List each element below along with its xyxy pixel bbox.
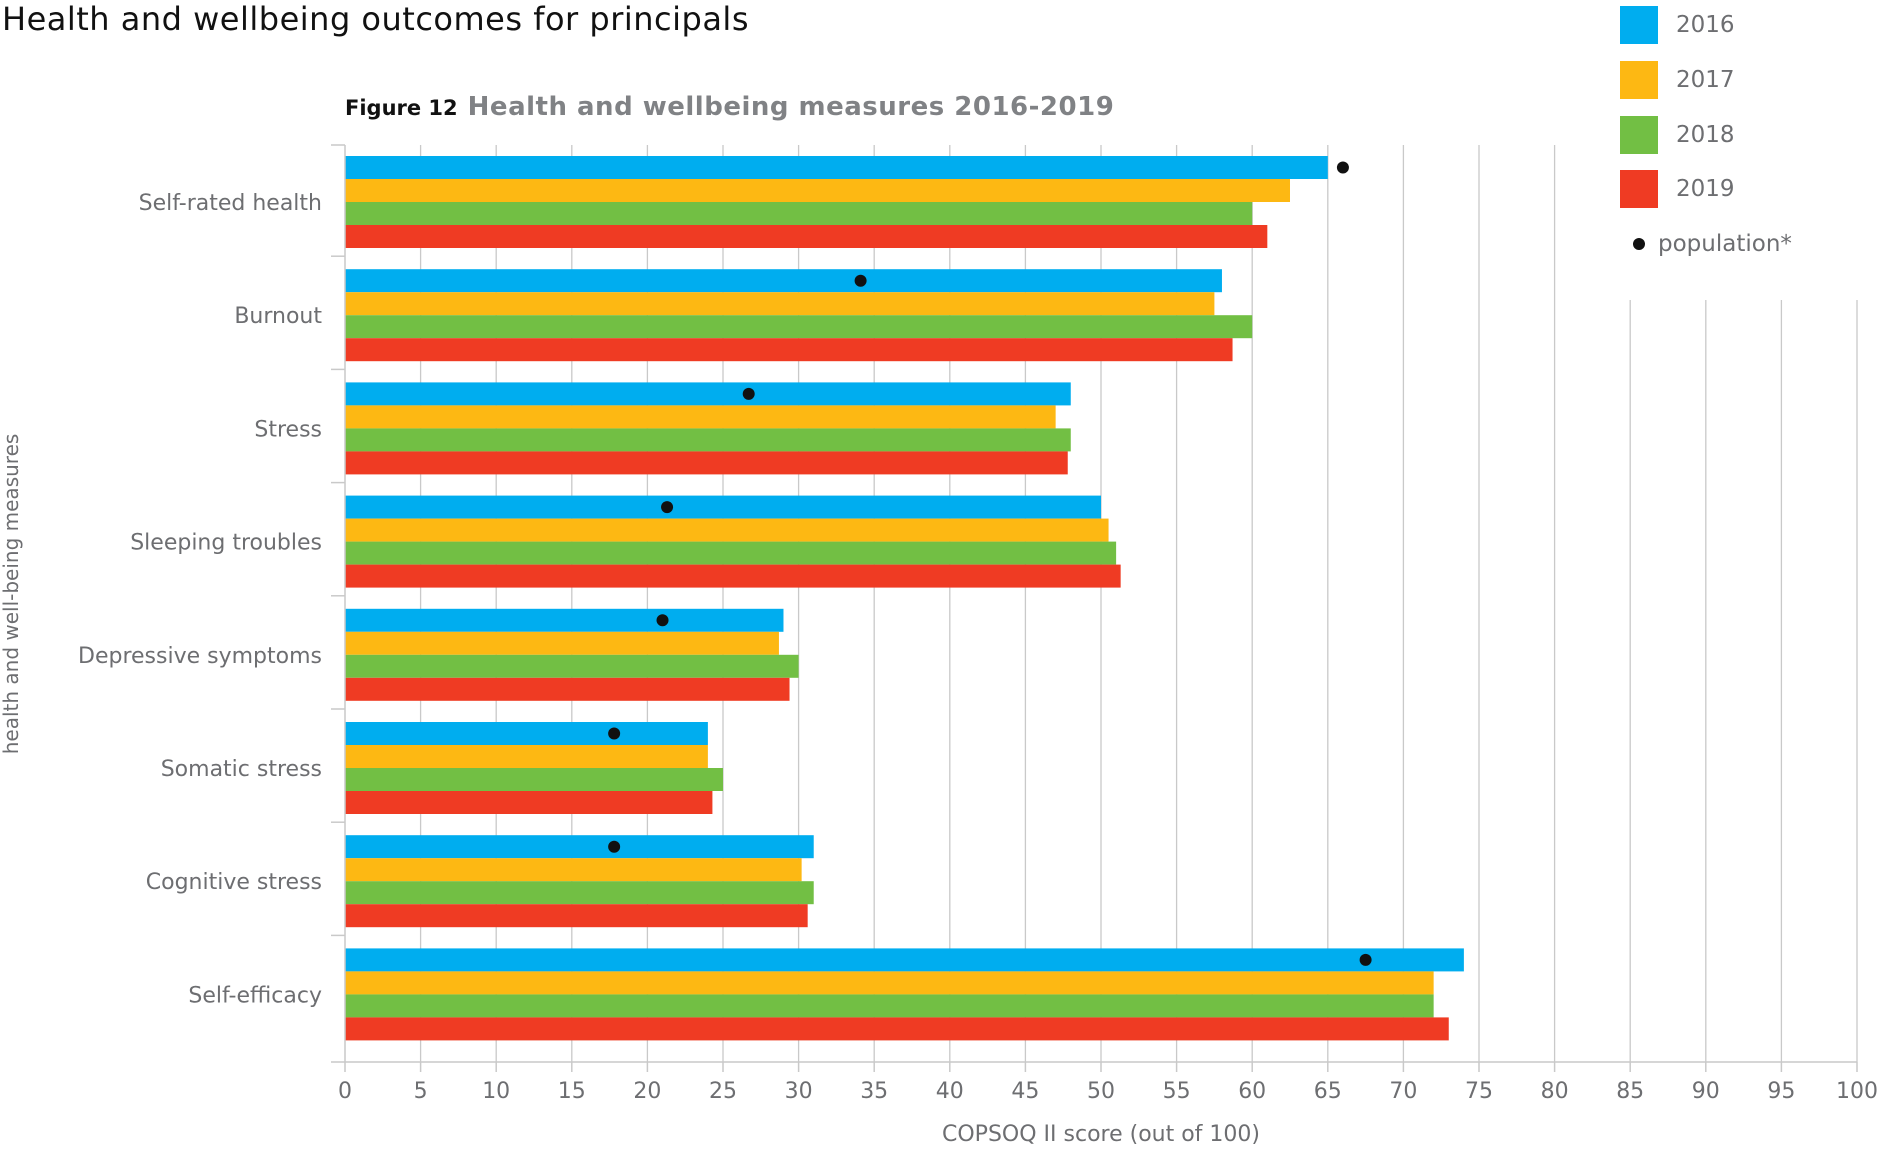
bar-2018-1 bbox=[345, 315, 1253, 339]
y-axis-label: health and well-being measures bbox=[0, 434, 23, 755]
page-title: Health and wellbeing outcomes for princi… bbox=[2, 0, 749, 38]
category-label: Self-efficacy bbox=[188, 983, 322, 1008]
legend-dot-population bbox=[1633, 238, 1645, 250]
bar-2019-7 bbox=[345, 1017, 1449, 1041]
bar-2016-0 bbox=[345, 156, 1328, 179]
category-label: Burnout bbox=[234, 304, 322, 329]
bar-2018-6 bbox=[345, 881, 814, 905]
x-tick-label: 20 bbox=[633, 1079, 661, 1104]
category-label: Cognitive stress bbox=[146, 870, 322, 895]
bar-2016-1 bbox=[345, 269, 1222, 293]
x-tick-label: 50 bbox=[1087, 1079, 1115, 1104]
x-tick-label: 60 bbox=[1238, 1079, 1266, 1104]
population-dot-0 bbox=[1336, 161, 1349, 174]
x-tick-label: 55 bbox=[1163, 1079, 1191, 1104]
x-tick-label: 0 bbox=[338, 1079, 352, 1104]
legend-item-2018: 2018 bbox=[1620, 115, 1735, 155]
bar-2017-6 bbox=[345, 858, 802, 882]
figure-number: Figure 12 bbox=[345, 96, 458, 120]
bar-2018-4 bbox=[345, 654, 799, 678]
bar-2018-3 bbox=[345, 541, 1117, 565]
x-tick-label: 35 bbox=[860, 1079, 888, 1104]
x-tick-label: 10 bbox=[482, 1079, 510, 1104]
x-tick-label: 90 bbox=[1692, 1079, 1720, 1104]
x-tick-label: 25 bbox=[709, 1079, 737, 1104]
bar-2019-4 bbox=[345, 677, 790, 701]
bar-2016-2 bbox=[345, 382, 1071, 406]
x-tick-label: 65 bbox=[1314, 1079, 1342, 1104]
x-tick-label: 30 bbox=[785, 1079, 813, 1104]
population-dot-6 bbox=[608, 840, 621, 853]
population-dot-4 bbox=[656, 614, 669, 627]
bar-2019-5 bbox=[345, 791, 713, 814]
x-tick-label: 40 bbox=[936, 1079, 964, 1104]
x-tick-label: 100 bbox=[1836, 1079, 1878, 1104]
bar-2019-0 bbox=[345, 225, 1268, 248]
x-tick-label: 95 bbox=[1767, 1079, 1795, 1104]
legend-swatch-2017 bbox=[1620, 61, 1658, 99]
legend-label-2017: 2017 bbox=[1676, 67, 1735, 93]
x-tick-label: 85 bbox=[1616, 1079, 1644, 1104]
legend-label-2019: 2019 bbox=[1676, 176, 1735, 202]
bar-2017-1 bbox=[345, 292, 1215, 316]
bar-2017-3 bbox=[345, 518, 1109, 542]
category-label: Somatic stress bbox=[161, 757, 322, 782]
bar-2017-0 bbox=[345, 179, 1290, 202]
bar-2019-3 bbox=[345, 564, 1121, 588]
figure-title: Health and wellbeing measures 2016-2019 bbox=[467, 92, 1115, 122]
bar-2016-4 bbox=[345, 608, 784, 632]
x-axis-label: COPSOQ II score (out of 100) bbox=[942, 1122, 1260, 1147]
bar-2017-4 bbox=[345, 631, 779, 655]
category-label: Self-rated health bbox=[139, 191, 322, 216]
bar-2017-5 bbox=[345, 745, 708, 768]
x-tick-label: 80 bbox=[1541, 1079, 1569, 1104]
bar-2018-5 bbox=[345, 768, 723, 791]
legend-label-population: population* bbox=[1658, 231, 1792, 257]
population-dot-1 bbox=[854, 274, 867, 287]
bar-2019-1 bbox=[345, 338, 1233, 362]
population-markers bbox=[608, 161, 1372, 966]
bar-2019-6 bbox=[345, 904, 808, 928]
legend-item-population: population* bbox=[1620, 224, 1792, 264]
population-dot-3 bbox=[661, 501, 674, 514]
x-tick-label: 15 bbox=[558, 1079, 586, 1104]
legend-swatch-2018 bbox=[1620, 116, 1658, 154]
category-label: Sleeping troubles bbox=[130, 531, 322, 556]
bar-2018-2 bbox=[345, 428, 1071, 452]
bar-2017-2 bbox=[345, 405, 1056, 429]
figure-caption: Figure 12 Health and wellbeing measures 2… bbox=[345, 92, 1114, 122]
bar-2016-7 bbox=[345, 948, 1464, 972]
population-dot-2 bbox=[742, 387, 755, 400]
legend-label-2018: 2018 bbox=[1676, 122, 1735, 148]
bar-2016-6 bbox=[345, 835, 814, 859]
x-tick-label: 70 bbox=[1389, 1079, 1417, 1104]
bar-2019-2 bbox=[345, 451, 1068, 475]
legend-item-2019: 2019 bbox=[1620, 169, 1735, 209]
population-dot-7 bbox=[1359, 953, 1372, 966]
legend-swatch-2016 bbox=[1620, 6, 1658, 44]
legend-swatch-2019 bbox=[1620, 170, 1658, 208]
axes: Self-rated health Burnout Stress Sleeping t… bbox=[78, 144, 1878, 1104]
bar-2018-0 bbox=[345, 202, 1253, 225]
population-dot-5 bbox=[608, 727, 621, 740]
legend-item-2016: 2016 bbox=[1620, 5, 1735, 45]
bar-2018-7 bbox=[345, 994, 1434, 1018]
category-label: Depressive symptoms bbox=[78, 644, 322, 669]
x-tick-label: 5 bbox=[414, 1079, 428, 1104]
bar-series bbox=[345, 156, 1464, 1041]
legend-label-2016: 2016 bbox=[1676, 12, 1735, 38]
x-tick-label: 75 bbox=[1465, 1079, 1493, 1104]
bar-2016-3 bbox=[345, 495, 1101, 519]
legend-item-2017: 2017 bbox=[1620, 60, 1735, 100]
category-label: Stress bbox=[254, 417, 322, 442]
bar-2017-7 bbox=[345, 971, 1434, 995]
x-tick-label: 45 bbox=[1011, 1079, 1039, 1104]
bar-2016-5 bbox=[345, 722, 708, 745]
